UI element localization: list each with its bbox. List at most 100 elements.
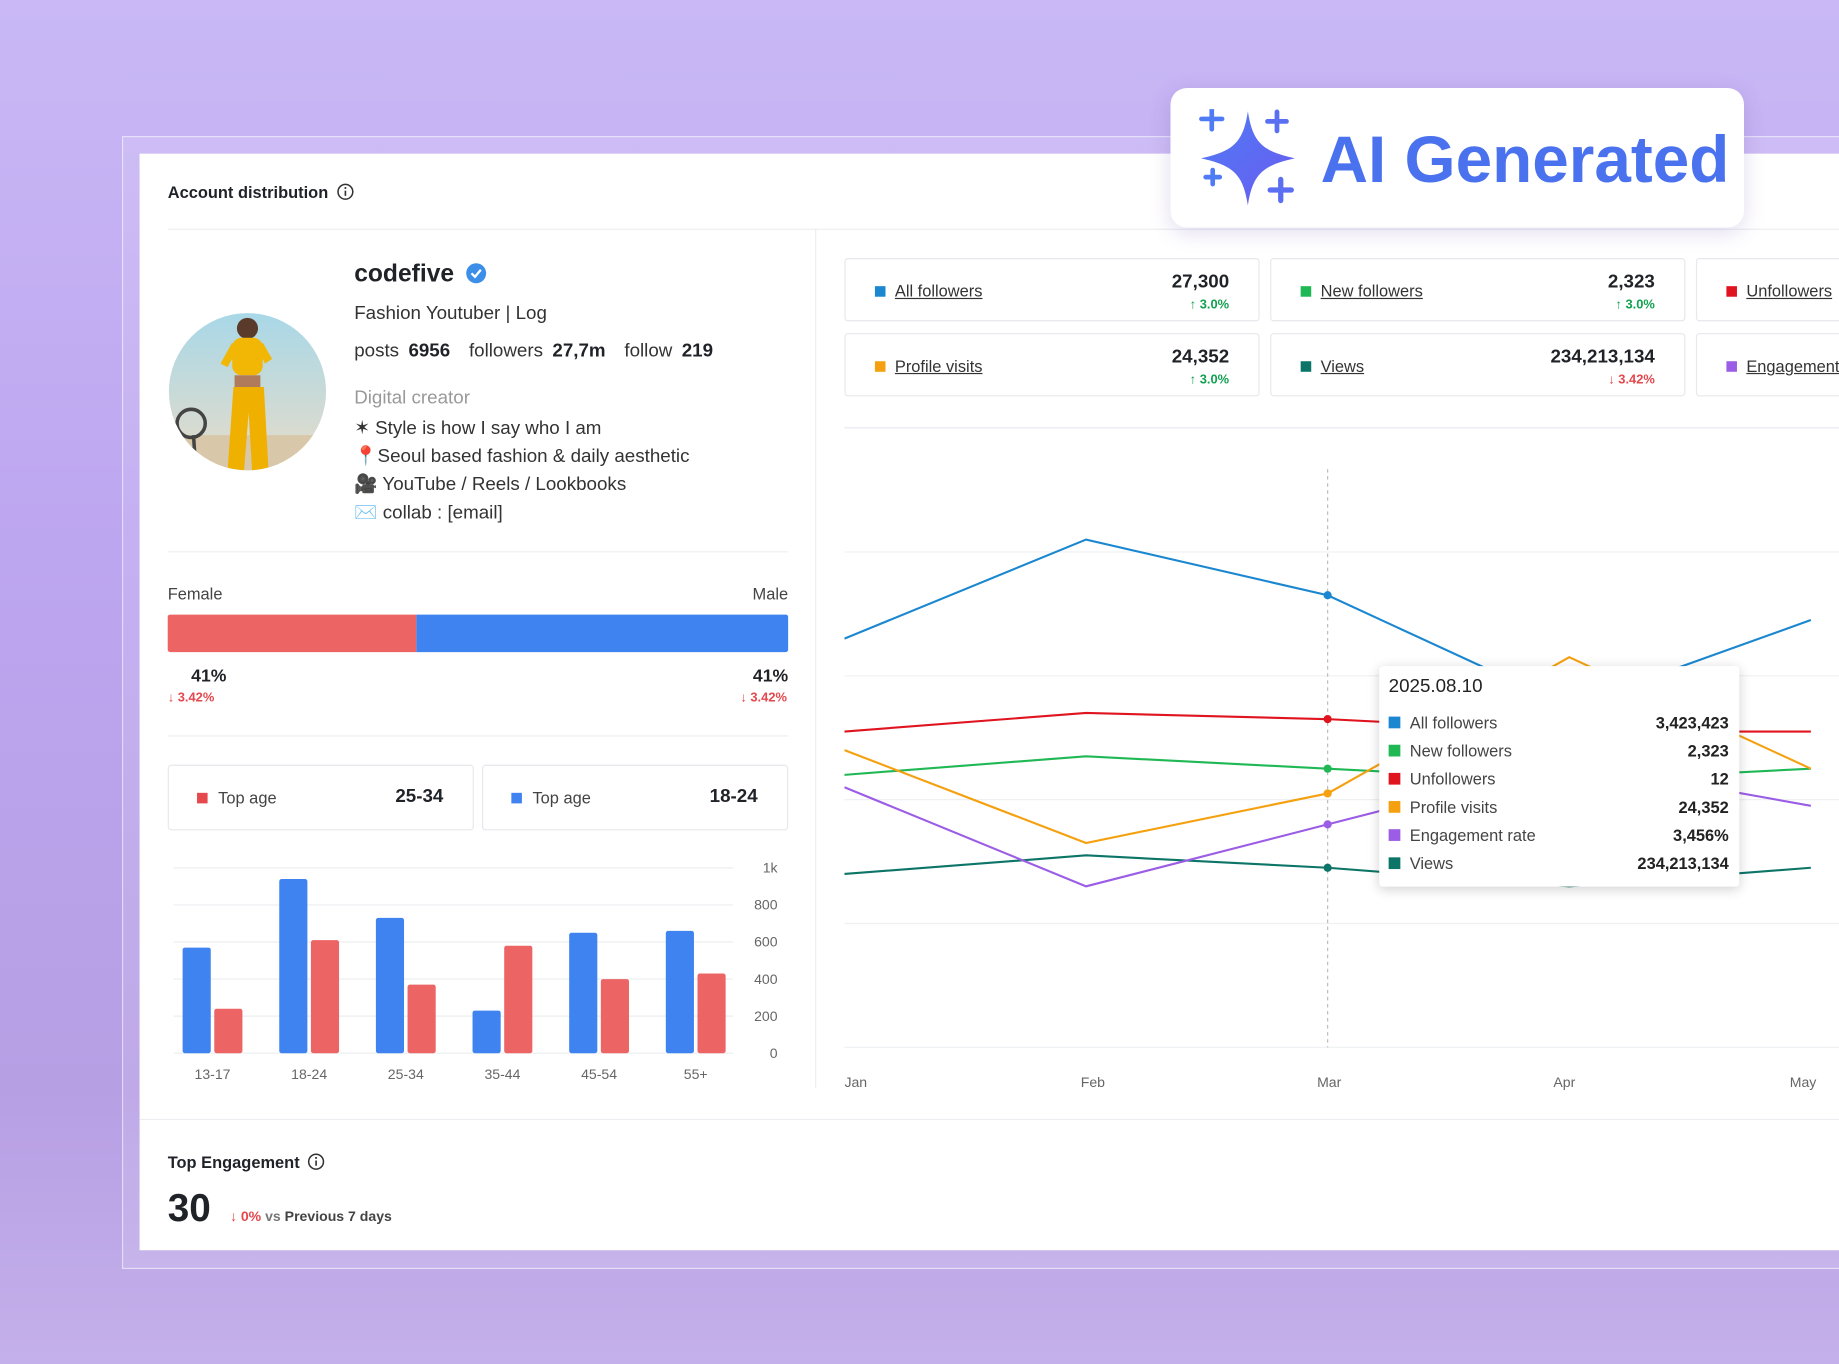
metric-name[interactable]: All followers xyxy=(894,281,983,301)
y-tick-label: 200 xyxy=(754,1008,778,1024)
info-icon[interactable] xyxy=(336,183,354,201)
x-tick-label: May xyxy=(1790,1074,1817,1090)
category: Digital creator xyxy=(354,388,470,409)
top-age-label: Top age xyxy=(218,788,277,807)
verified-badge xyxy=(466,263,487,284)
bar xyxy=(600,979,629,1054)
metric-change: ↑ 3.0% xyxy=(1615,297,1655,312)
bar xyxy=(569,932,598,1054)
gender-label: Female xyxy=(167,584,223,603)
metric-card: New followers 2,323 ↑ 3.0% xyxy=(1270,258,1686,322)
metric-name[interactable]: Views xyxy=(1320,356,1365,376)
engagement-change: ↓ 0% xyxy=(229,1208,262,1225)
y-tick-label: 800 xyxy=(754,897,778,913)
tooltip-name: Profile visits xyxy=(1409,797,1498,817)
gender-bar xyxy=(167,614,416,653)
top-age-value: 18-24 xyxy=(709,786,758,807)
divider xyxy=(815,228,817,1089)
x-tick-label: Mar xyxy=(1317,1074,1342,1090)
bar xyxy=(310,940,340,1054)
metric-change: ↑ 3.0% xyxy=(1189,372,1230,388)
engagement-period: Previous 7 days xyxy=(284,1208,392,1225)
engagement-value: 30 xyxy=(167,1185,211,1230)
gender-section: Female 41% ↓ 3.42% Male 41% ↓ 3.42% xyxy=(167,581,789,716)
bio-line: ✉️ collab : [email] xyxy=(354,503,503,524)
tooltip-name: All followers xyxy=(1409,713,1498,732)
swatch xyxy=(1388,772,1401,785)
bio-line: ✶ Style is how I say who I am xyxy=(354,418,602,439)
stats: posts 6956 followers 27,7m follow 219 xyxy=(354,341,732,362)
swatch xyxy=(1726,286,1737,297)
bar xyxy=(504,945,533,1054)
top-age-card: Top age 25-34 xyxy=(167,764,474,831)
tooltip: 2025.08.10 All followers 3,423,423 New foll… xyxy=(1379,666,1740,887)
tooltip-name: Engagement rate xyxy=(1409,825,1536,845)
metric-card: Views 234,213,134 ↓ 3.42% xyxy=(1270,333,1686,397)
metric-card: Engagement rate xyxy=(1695,333,1839,397)
divider xyxy=(139,1118,1839,1121)
swatch xyxy=(1388,744,1401,757)
avatar xyxy=(168,313,327,471)
x-tick-label: 35-44 xyxy=(484,1066,520,1082)
metric-name[interactable]: Profile visits xyxy=(894,356,983,376)
swatch xyxy=(1726,361,1737,372)
swatch xyxy=(1388,716,1401,729)
bar xyxy=(407,984,436,1054)
divider xyxy=(167,228,1839,230)
bar xyxy=(279,879,308,1054)
tooltip-name: Views xyxy=(1409,853,1454,873)
engagement-title-text: Top Engagement xyxy=(167,1152,300,1172)
gender-bar xyxy=(415,614,789,653)
tooltip-name: New followers xyxy=(1409,741,1512,760)
profile-name-text: codefive xyxy=(354,260,455,288)
bio-line: 🎥 YouTube / Reels / Lookbooks xyxy=(354,474,627,495)
bio-line: 📍Seoul based fashion & daily aesthetic xyxy=(354,446,690,467)
bar xyxy=(665,930,694,1054)
x-tick-label: Feb xyxy=(1081,1074,1105,1090)
stat-label: posts xyxy=(354,341,400,362)
section-title-text: Account distribution xyxy=(167,182,329,202)
gender-label: Male xyxy=(752,584,789,603)
swatch xyxy=(874,361,886,372)
x-tick-label: Jan xyxy=(844,1074,867,1090)
bar xyxy=(472,1010,501,1054)
metric-total: 234,213,134 xyxy=(1550,347,1655,368)
sparkle-icon xyxy=(1199,109,1295,206)
swatch xyxy=(1300,361,1312,372)
tooltip-value: 3,456% xyxy=(1673,825,1729,845)
hover-dot xyxy=(1323,863,1332,872)
info-icon[interactable] xyxy=(308,1153,326,1171)
gender-change: ↓ 3.42% xyxy=(167,690,215,705)
metric-total: 27,300 xyxy=(1171,272,1230,293)
stat-label: follow xyxy=(624,341,673,362)
swatch xyxy=(1388,801,1401,813)
hover-dot xyxy=(1323,715,1332,724)
y-tick-label: 400 xyxy=(754,971,778,987)
stat-label: followers xyxy=(468,341,544,362)
x-tick-label: 13-17 xyxy=(195,1066,231,1082)
tooltip-value: 2,323 xyxy=(1687,741,1729,760)
x-tick-label: 45-54 xyxy=(581,1066,617,1082)
divider xyxy=(167,551,789,553)
y-tick-label: 0 xyxy=(770,1045,778,1061)
metric-name[interactable]: Engagement rate xyxy=(1746,356,1839,376)
gender-change: ↓ 3.42% xyxy=(740,690,787,705)
metric-name[interactable]: New followers xyxy=(1320,281,1423,301)
swatch xyxy=(197,792,208,804)
bar xyxy=(375,917,405,1054)
top-age-label: Top age xyxy=(532,788,591,807)
x-tick-label: 25-34 xyxy=(388,1066,424,1082)
swatch xyxy=(1388,829,1401,841)
swatch xyxy=(1388,857,1401,870)
hover-dot xyxy=(1323,591,1332,600)
metric-change: ↓ 3.42% xyxy=(1608,372,1655,388)
engagement-title: Top Engagement xyxy=(168,1153,326,1172)
metric-name[interactable]: Unfollowers xyxy=(1746,281,1833,301)
bio: ✶ Style is how I say who I am 📍Seoul base… xyxy=(354,415,689,528)
age-chart: 0 200 400 600 800 1k 13-17 18-24 25-34 35-44 45-54… xyxy=(173,860,779,1082)
swatch xyxy=(1300,286,1312,297)
bar xyxy=(697,973,726,1054)
badge-text: AI Generated xyxy=(1320,121,1730,196)
